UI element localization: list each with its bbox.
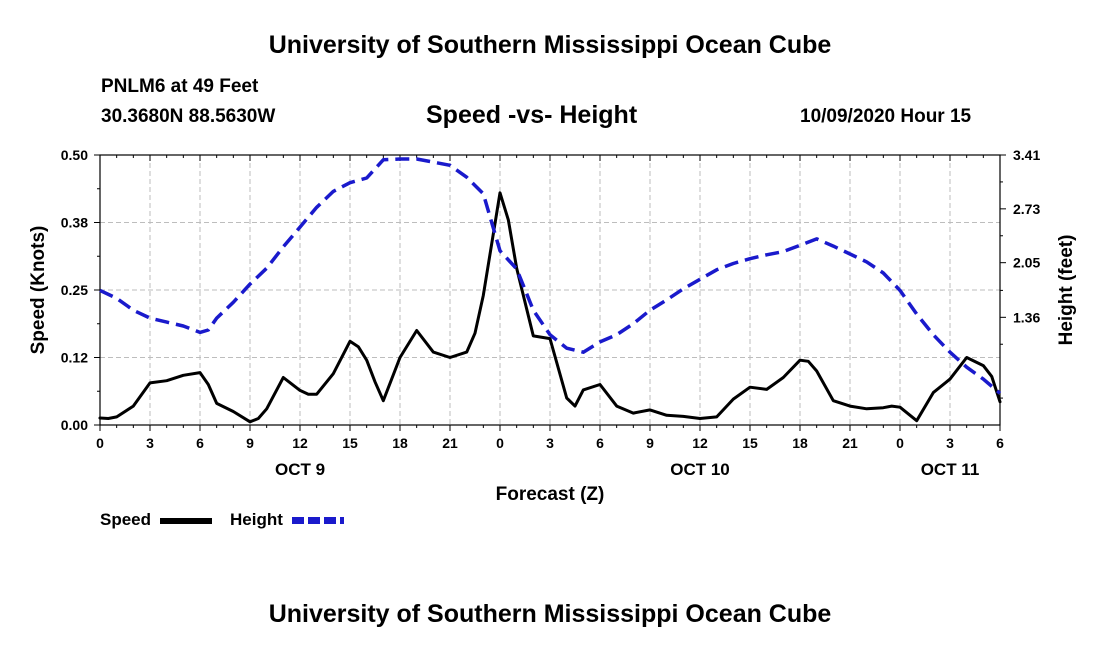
x-tick-label: 12 [692,435,708,451]
x-tick-label: 15 [742,435,758,451]
station-label: PNLM6 at 49 Feet [101,76,259,97]
x-tick-label: 15 [342,435,358,451]
x-tick-label: 3 [946,435,954,451]
y2-tick-label: 2.05 [1013,255,1040,271]
x-tick-label: 0 [96,435,104,451]
x-tick-label: 18 [792,435,808,451]
date-label: OCT 9 [275,460,325,479]
series-line-speed [98,191,1002,424]
page-title: University of Southern Mississippi Ocean… [268,31,832,59]
y-axis-title: Speed (Knots) [28,226,49,355]
x-tick-label: 3 [146,435,154,451]
legend-height-swatch [292,517,344,524]
forecast-datetime: 10/09/2020 Hour 15 [800,106,972,127]
x-tick-label: 3 [546,435,554,451]
date-label: OCT 10 [670,460,730,479]
chart-title: Speed -vs- Height [426,101,638,129]
y-tick-label: 0.25 [61,282,88,298]
legend-speed-label: Speed [100,510,152,529]
x-tick-label: 6 [596,435,604,451]
y-tick-label: 0.12 [61,350,88,366]
legend-speed-swatch [160,518,212,524]
station-coords: 30.3680N 88.5630W [101,106,276,127]
x-tick-label: 21 [842,435,858,451]
y-tick-label: 0.50 [61,147,88,163]
x-tick-label: 12 [292,435,308,451]
y2-tick-label: 3.41 [1013,147,1040,163]
y-tick-label: 0.00 [61,417,88,433]
x-axis-title: Forecast (Z) [496,484,605,505]
x-tick-label: 0 [496,435,504,451]
y-tick-label: 0.38 [61,215,88,231]
x-tick-label: 9 [646,435,654,451]
legend-height-label: Height [230,510,283,529]
x-tick-label: 6 [196,435,204,451]
x-tick-label: 21 [442,435,458,451]
x-tick-label: 9 [246,435,254,451]
y2-tick-label: 2.73 [1013,201,1040,217]
date-label: OCT 11 [921,460,980,479]
x-tick-label: 18 [392,435,408,451]
x-tick-label: 6 [996,435,1004,451]
plot-frame [99,154,1001,426]
y2-axis-title: Height (feet) [1056,235,1077,346]
y2-tick-label: 1.36 [1013,309,1040,325]
footer-title: University of Southern Mississippi Ocean… [268,600,832,628]
x-tick-label: 0 [896,435,904,451]
series-line-height [99,157,1002,395]
